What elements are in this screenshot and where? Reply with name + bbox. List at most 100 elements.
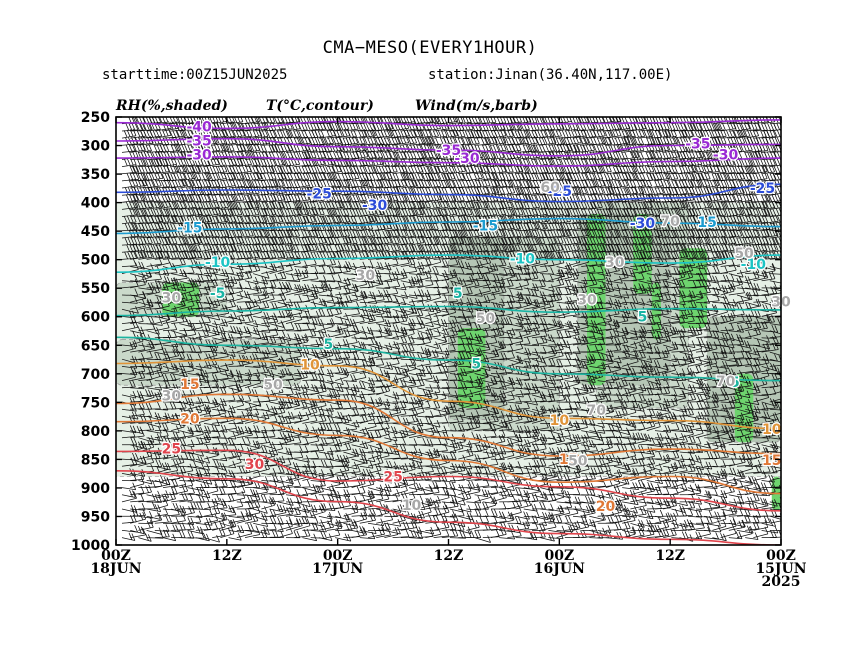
wind-barb bbox=[556, 244, 571, 253]
wind-barb bbox=[474, 369, 489, 381]
wind-barb bbox=[294, 384, 308, 396]
wind-barb bbox=[531, 144, 546, 153]
wind-barb bbox=[244, 171, 263, 182]
wind-barb bbox=[310, 192, 325, 203]
temperature-label: 10 bbox=[762, 422, 782, 438]
wind-barb bbox=[318, 128, 336, 139]
wind-barb bbox=[343, 421, 358, 431]
wind-barb bbox=[622, 349, 639, 360]
wind-barb bbox=[695, 229, 710, 239]
wind-barb bbox=[490, 320, 505, 332]
wind-barb bbox=[433, 364, 449, 374]
wind-barb bbox=[712, 235, 728, 246]
wind-barb bbox=[179, 283, 195, 296]
wind-barb bbox=[769, 214, 781, 225]
wind-barb bbox=[646, 315, 662, 324]
wind-barb bbox=[458, 173, 473, 182]
wind-barb bbox=[392, 313, 408, 324]
wind-barb bbox=[417, 128, 432, 139]
wind-barb bbox=[351, 201, 368, 210]
wind-barb bbox=[482, 201, 497, 210]
wind-barb bbox=[384, 519, 402, 527]
wind-barb bbox=[695, 400, 710, 410]
wind-barb bbox=[605, 151, 620, 160]
wind-barb bbox=[408, 292, 424, 303]
wind-barb bbox=[589, 243, 607, 253]
wind-barb bbox=[687, 326, 703, 339]
wind-barb bbox=[482, 250, 498, 260]
wind-barb bbox=[408, 278, 424, 289]
wind-barb bbox=[236, 143, 253, 153]
wind-barb bbox=[302, 310, 320, 319]
wind-barb bbox=[130, 428, 145, 439]
wind-barb bbox=[359, 357, 376, 367]
wind-barb bbox=[720, 194, 736, 203]
wind-barb bbox=[769, 200, 781, 210]
wind-barb bbox=[417, 427, 435, 439]
wind-barb bbox=[679, 313, 695, 324]
wind-barb bbox=[228, 157, 244, 167]
wind-barb bbox=[720, 273, 735, 282]
wind-barb bbox=[162, 362, 178, 371]
wind-barb bbox=[490, 164, 507, 175]
wind-barb bbox=[400, 326, 415, 339]
wind-barb bbox=[540, 299, 555, 310]
wind-barb bbox=[187, 404, 203, 417]
wind-barb bbox=[663, 267, 681, 276]
chart-title: CMA−MESO(EVERY1HOUR) bbox=[322, 38, 538, 58]
temperature-label: -15 bbox=[473, 218, 498, 234]
wind-barb bbox=[736, 251, 754, 260]
wind-barb bbox=[630, 328, 647, 339]
wind-barb bbox=[294, 269, 309, 282]
wind-barb bbox=[630, 229, 648, 239]
wind-barb bbox=[589, 250, 604, 260]
wind-barb bbox=[589, 342, 604, 353]
wind-barb bbox=[613, 362, 631, 371]
x-tick-label: 2025 bbox=[762, 574, 801, 590]
wind-barb bbox=[630, 385, 644, 396]
wind-barb bbox=[597, 207, 613, 217]
wind-barb bbox=[121, 178, 139, 189]
wind-barb bbox=[458, 332, 474, 341]
wind-barb bbox=[228, 179, 246, 189]
wind-barb bbox=[359, 296, 378, 304]
wind-barb bbox=[138, 501, 156, 510]
wind-barb bbox=[572, 242, 590, 253]
wind-barb bbox=[687, 235, 702, 246]
wind-barb bbox=[195, 385, 213, 396]
wind-barb bbox=[318, 151, 333, 160]
wind-barb bbox=[687, 194, 702, 203]
wind-barb bbox=[400, 278, 416, 289]
wind-barb bbox=[277, 129, 293, 139]
wind-barb bbox=[171, 236, 188, 246]
wind-barb bbox=[548, 235, 564, 246]
wind-barb bbox=[179, 151, 194, 160]
wind-barb bbox=[318, 422, 333, 431]
wind-barb bbox=[408, 144, 423, 153]
wind-barb bbox=[613, 187, 630, 196]
wind-barb bbox=[253, 207, 268, 217]
wind-barb bbox=[745, 221, 761, 232]
wind-barb bbox=[695, 199, 713, 210]
wind-barb bbox=[605, 143, 623, 153]
wind-barb bbox=[523, 173, 538, 182]
wind-barb bbox=[482, 150, 497, 160]
wind-barb bbox=[646, 334, 662, 346]
wind-barb bbox=[515, 144, 533, 153]
wind-barb bbox=[564, 302, 580, 310]
wind-barb bbox=[326, 265, 343, 274]
wind-barb bbox=[449, 336, 465, 346]
wind-barb bbox=[433, 222, 450, 232]
wind-barb bbox=[302, 179, 320, 189]
wind-barb bbox=[622, 149, 640, 160]
wind-barb bbox=[572, 207, 588, 217]
wind-barb bbox=[663, 251, 678, 260]
wind-barb bbox=[203, 348, 218, 360]
wind-barb bbox=[384, 129, 402, 139]
wind-barb bbox=[162, 283, 180, 296]
wind-barb bbox=[253, 378, 267, 389]
wind-barb bbox=[466, 208, 481, 217]
wind-barb bbox=[712, 250, 729, 260]
wind-barb bbox=[605, 180, 622, 189]
wind-barb bbox=[220, 201, 238, 210]
